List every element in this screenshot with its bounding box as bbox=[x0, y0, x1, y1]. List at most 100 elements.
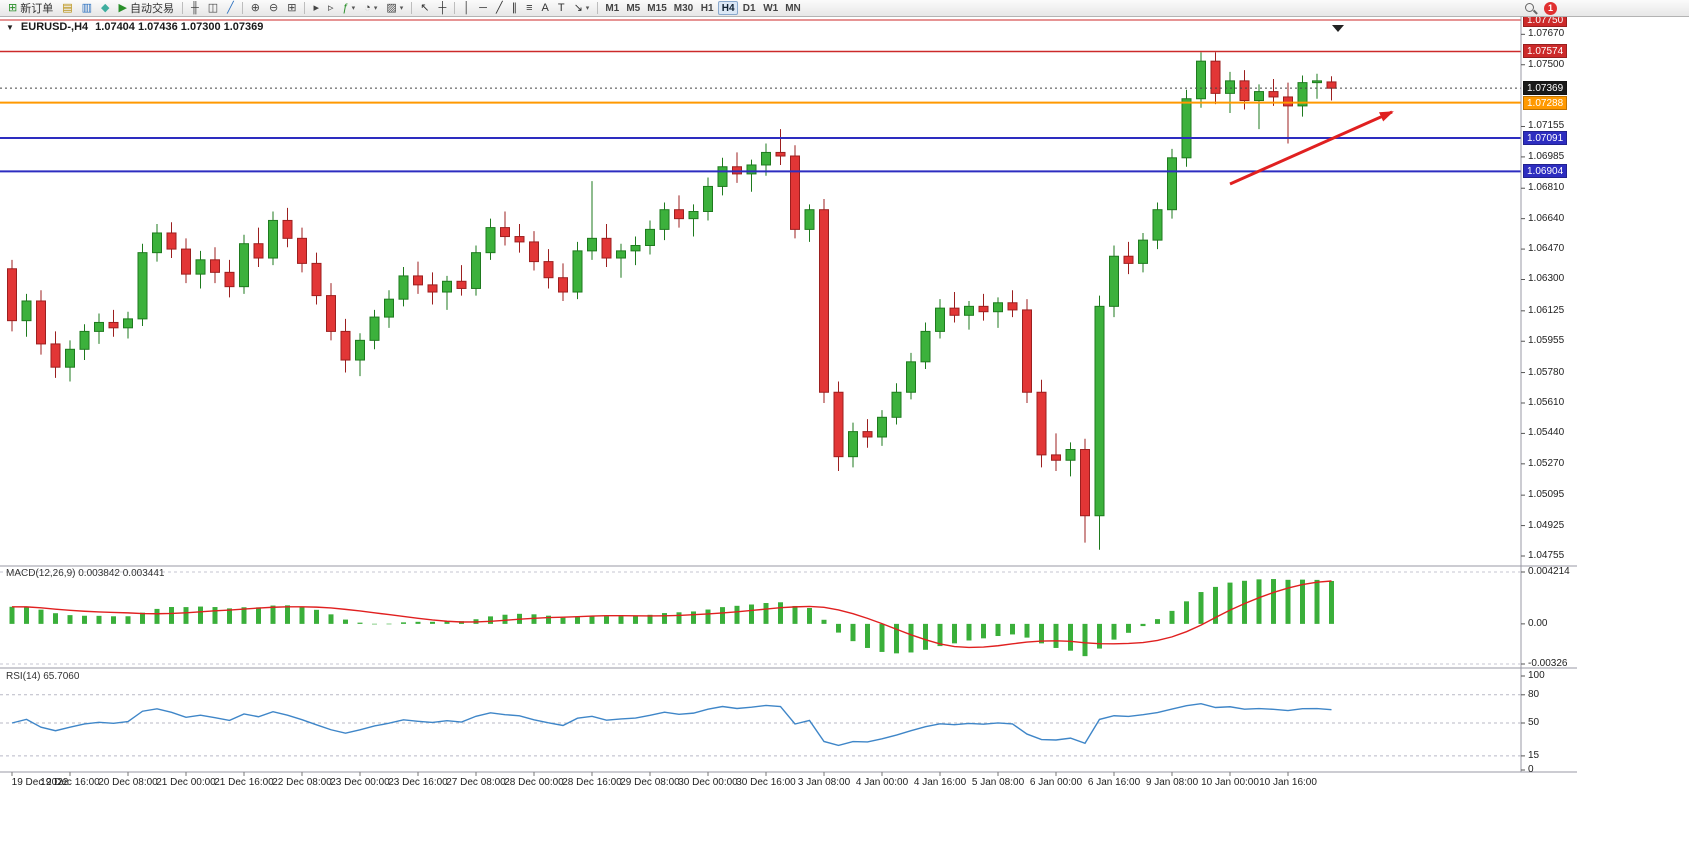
line-chart-icon[interactable]: ╱ bbox=[223, 1, 238, 16]
price-tick-label: 1.06810 bbox=[1528, 182, 1565, 194]
time-axis[interactable]: 19 Dec 2022 19 Dec 16:00 20 Dec 08:00 21 De… bbox=[0, 0, 1521, 859]
toolbar-separator bbox=[411, 2, 413, 14]
time-label: 23 Dec 00:00 bbox=[330, 777, 390, 788]
timeframe-mn[interactable]: MN bbox=[785, 2, 801, 14]
profiles-icon[interactable]: ▥ bbox=[78, 1, 96, 16]
timeframe-m30[interactable]: M30 bbox=[673, 2, 694, 14]
macd-scale-label: 0.004214 bbox=[1528, 566, 1570, 577]
vertical-line-icon: │ bbox=[463, 1, 471, 14]
time-label: 6 Jan 16:00 bbox=[1087, 777, 1141, 788]
price-tick-label: 1.05780 bbox=[1528, 366, 1565, 378]
chart-shift-icon[interactable]: ▹ bbox=[324, 1, 338, 16]
profiles-icon: ▥ bbox=[81, 1, 93, 14]
bar-chart-icon[interactable]: ╫ bbox=[187, 1, 203, 16]
trendline-icon[interactable]: ╱ bbox=[492, 1, 507, 16]
rsi-scale-label: 0 bbox=[1528, 764, 1534, 775]
chevron-down-icon: ▾ bbox=[373, 5, 378, 12]
price-level-box[interactable]: 1.07288 bbox=[1523, 95, 1568, 110]
tile-windows-icon: ⊞ bbox=[287, 1, 297, 14]
time-label: 28 Dec 16:00 bbox=[562, 777, 622, 788]
arrows-icon[interactable]: ↘ ▾ bbox=[570, 1, 594, 16]
crosshair-icon: ┼ bbox=[438, 1, 447, 14]
horizontal-line-icon[interactable]: ─ bbox=[475, 1, 491, 16]
horizontal-line-icon: ─ bbox=[479, 1, 487, 14]
text-icon[interactable]: A bbox=[537, 1, 552, 16]
market-watch-icon: ◆ bbox=[101, 1, 110, 14]
candlestick-chart-icon[interactable]: ◫ bbox=[204, 1, 222, 16]
indicators-icon: ƒ bbox=[342, 1, 349, 14]
time-label: 6 Jan 00:00 bbox=[1029, 777, 1083, 788]
chart-title: ▼ EURUSD-,H4 1.07404 1.07436 1.07300 1.0… bbox=[6, 21, 263, 33]
auto-scroll-icon[interactable]: ▸ bbox=[309, 1, 323, 16]
time-label: 30 Dec 00:00 bbox=[678, 777, 738, 788]
fibonacci-icon[interactable]: ≡ bbox=[522, 1, 536, 16]
indicators-icon[interactable]: ƒ ▾ bbox=[339, 1, 360, 16]
toolbar-separator bbox=[454, 2, 456, 14]
toolbar-separator bbox=[241, 2, 243, 14]
vertical-line-icon[interactable]: │ bbox=[459, 1, 474, 16]
timeframe-h1[interactable]: H1 bbox=[700, 2, 714, 14]
price-level-box[interactable]: 1.07091 bbox=[1523, 130, 1568, 145]
periods-icon: ◔ bbox=[364, 1, 371, 14]
timeframe-h4[interactable]: H4 bbox=[718, 1, 739, 15]
tile-windows-icon[interactable]: ⊞ bbox=[283, 1, 300, 16]
price-tick-label: 1.06640 bbox=[1528, 212, 1565, 224]
macd-indicator-label: MACD(12,26,9) 0.003842 0.003441 bbox=[6, 568, 165, 579]
templates-icon[interactable]: ▨ ▾ bbox=[382, 1, 407, 16]
time-label: 4 Jan 16:00 bbox=[913, 777, 967, 788]
timeframe-m5[interactable]: M5 bbox=[626, 2, 641, 14]
zoom-out-icon: ⊖ bbox=[269, 1, 279, 14]
price-scale[interactable]: 1.07670 1.07500 1.07155 1.06985 1.06810 1.066… bbox=[1521, 0, 1689, 794]
periods-icon[interactable]: ◔ ▾ bbox=[360, 1, 381, 16]
rsi-scale-label: 80 bbox=[1528, 688, 1540, 700]
new-chart-icon[interactable]: ▤ bbox=[58, 1, 76, 16]
zoom-in-icon[interactable]: ⊕ bbox=[247, 1, 264, 16]
time-label: 3 Jan 08:00 bbox=[797, 777, 851, 788]
timeframe-d1[interactable]: D1 bbox=[742, 2, 756, 14]
chart-menu-triangle-icon[interactable]: ▼ bbox=[6, 22, 14, 32]
price-tick-label: 1.07155 bbox=[1528, 120, 1565, 132]
new-order-icon: ⊞ bbox=[8, 1, 18, 14]
price-tick-label: 1.06470 bbox=[1528, 243, 1565, 255]
text-icon: A bbox=[541, 1, 549, 14]
price-tick-label: 1.05955 bbox=[1528, 335, 1565, 347]
price-tick-label: 1.06300 bbox=[1528, 273, 1565, 285]
notification-badge[interactable]: 1 bbox=[1544, 1, 1557, 15]
price-tick-label: 1.05095 bbox=[1528, 489, 1565, 501]
cursor-icon[interactable]: ↖ bbox=[416, 1, 433, 16]
crosshair-icon[interactable]: ┼ bbox=[434, 1, 450, 16]
time-label: 5 Jan 08:00 bbox=[971, 777, 1025, 788]
search-icon[interactable] bbox=[1524, 2, 1537, 15]
new-chart-icon: ▤ bbox=[62, 1, 73, 14]
timeframe-m1[interactable]: M1 bbox=[605, 2, 620, 14]
time-label: 10 Jan 16:00 bbox=[1259, 777, 1317, 788]
price-tick-label: 1.04925 bbox=[1528, 519, 1565, 531]
trend-arrow-annotation[interactable] bbox=[1229, 110, 1394, 186]
toolbar-separator bbox=[597, 2, 599, 14]
play-icon: ▶ bbox=[118, 1, 127, 14]
market-watch-icon[interactable]: ◆ bbox=[97, 1, 113, 16]
time-label: 28 Dec 00:00 bbox=[504, 777, 564, 788]
timeframe-w1[interactable]: W1 bbox=[763, 2, 779, 14]
time-label: 21 Dec 16:00 bbox=[214, 777, 274, 788]
price-tick-label: 1.06985 bbox=[1528, 150, 1565, 162]
time-label: 29 Dec 08:00 bbox=[620, 777, 680, 788]
price-level-box[interactable]: 1.07369 bbox=[1523, 81, 1568, 96]
auto-scroll-icon: ▸ bbox=[313, 1, 319, 14]
toolbar: ⊞ 新订单 ▤ ▥ ◆ ▶ 自动交易 ╫ ◫ ╱ ⊕ ⊖ ⊞ ▸ ▹ ƒ ▾ ◔ ▾ ▨ ▾ ↖ ┼ │ ─ ╱ ∥ ≡ A T ↘ ▾ M1 M… bbox=[0, 0, 1689, 17]
price-level-box[interactable]: 1.06904 bbox=[1523, 164, 1568, 179]
zoom-out-icon[interactable]: ⊖ bbox=[265, 1, 282, 16]
equidistant-channel-ic[interactable]: ∥ bbox=[508, 1, 522, 16]
auto-trading-button-label: 自动交易 bbox=[129, 3, 174, 15]
text-label-icon[interactable]: T bbox=[554, 1, 569, 16]
price-level-box[interactable]: 1.07574 bbox=[1523, 44, 1568, 59]
timeframe-m15[interactable]: M15 bbox=[647, 2, 667, 14]
bar-chart-icon: ╫ bbox=[190, 1, 199, 14]
new-order-button[interactable]: ⊞ 新订单 bbox=[4, 1, 57, 16]
auto-trading-button[interactable]: ▶ 自动交易 bbox=[115, 1, 178, 16]
chevron-down-icon: ▾ bbox=[585, 5, 590, 12]
time-label: 30 Dec 16:00 bbox=[736, 777, 796, 788]
toolbar-separator bbox=[304, 2, 306, 14]
